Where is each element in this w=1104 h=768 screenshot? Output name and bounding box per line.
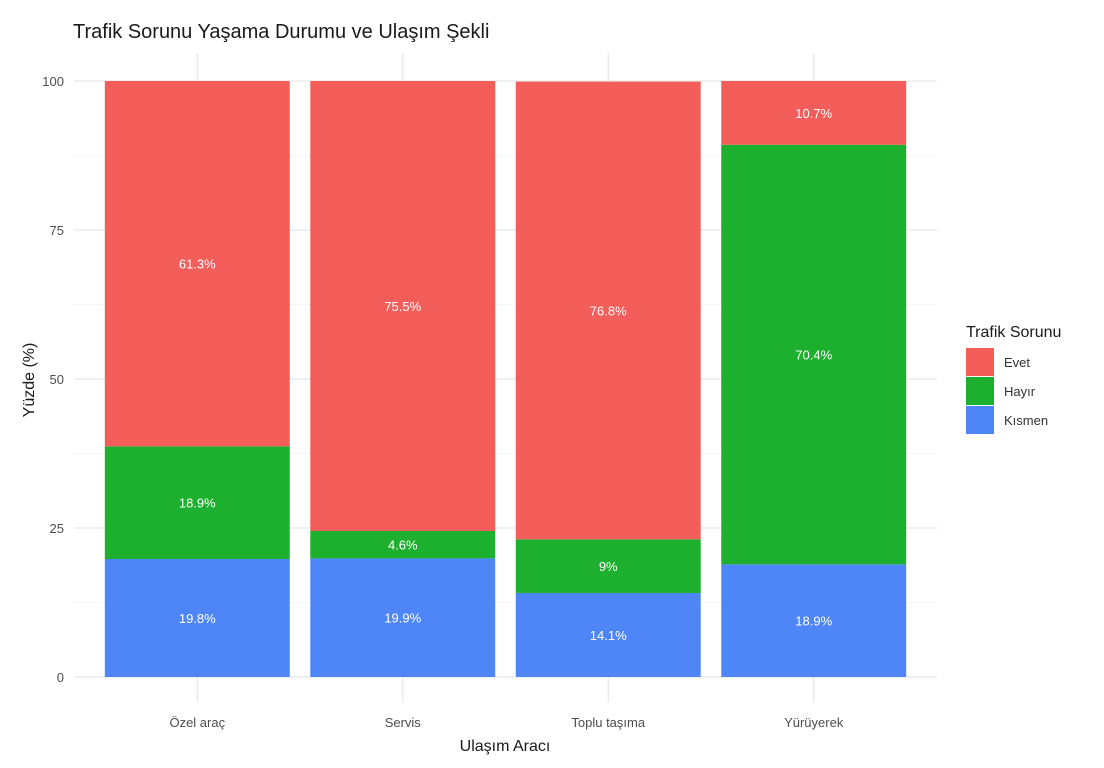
data-label: 10.7% (795, 106, 832, 121)
data-label: 61.3% (179, 257, 216, 272)
x-tick-label: Özel araç (169, 715, 225, 730)
y-tick-label: 50 (50, 372, 64, 387)
legend: Trafik Sorunu Evet Hayır Kısmen (966, 324, 1061, 434)
x-axis-title: Ulaşım Aracı (460, 738, 551, 755)
data-label: 76.8% (590, 303, 627, 318)
chart-title: Trafik Sorunu Yaşama Durumu ve Ulaşım Şe… (73, 21, 489, 43)
x-tick-label: Toplu taşıma (571, 715, 645, 730)
legend-label: Evet (1004, 355, 1030, 370)
data-label: 4.6% (388, 538, 418, 553)
data-label: 19.8% (179, 611, 216, 626)
legend-key (966, 348, 994, 376)
data-label: 14.1% (590, 628, 627, 643)
bar-segment (721, 144, 907, 565)
data-label: 9% (599, 559, 618, 574)
bar-segment (515, 539, 701, 593)
x-axis-ticks: Özel araç Servis Toplu taşıma Yürüyerek (169, 715, 843, 730)
bar-segment (104, 446, 290, 559)
data-label: 19.9% (384, 611, 421, 626)
y-tick-label: 0 (57, 670, 64, 685)
legend-label: Kısmen (1004, 413, 1048, 428)
data-label: 70.4% (795, 348, 832, 363)
data-label: 75.5% (384, 299, 421, 314)
bar-segment (310, 81, 496, 531)
data-label: 18.9% (179, 496, 216, 511)
y-tick-label: 75 (50, 223, 64, 238)
bar-segment (721, 564, 907, 677)
bar-segment (515, 81, 701, 540)
bar-segment (515, 592, 701, 677)
bars: 19.8% 18.9% 61.3% 19.9% 4.6% 75.5% 14.1% 9% 76.8… (104, 81, 907, 677)
legend-key (966, 377, 994, 405)
y-axis-ticks: 0 25 50 75 100 (42, 74, 64, 685)
legend-label: Hayır (1004, 384, 1036, 399)
bar-segment (721, 81, 907, 145)
legend-title: Trafik Sorunu (966, 324, 1061, 341)
y-tick-label: 100 (42, 74, 64, 89)
bar-segment (104, 81, 290, 447)
x-tick-label: Servis (385, 715, 422, 730)
bar-segment (310, 530, 496, 559)
bar-segment (310, 558, 496, 677)
bar-segment (104, 558, 290, 677)
legend-key (966, 406, 994, 434)
y-tick-label: 25 (50, 521, 64, 536)
y-axis-title: Yüzde (%) (21, 343, 38, 418)
x-tick-label: Yürüyerek (784, 715, 844, 730)
data-label: 18.9% (795, 614, 832, 629)
